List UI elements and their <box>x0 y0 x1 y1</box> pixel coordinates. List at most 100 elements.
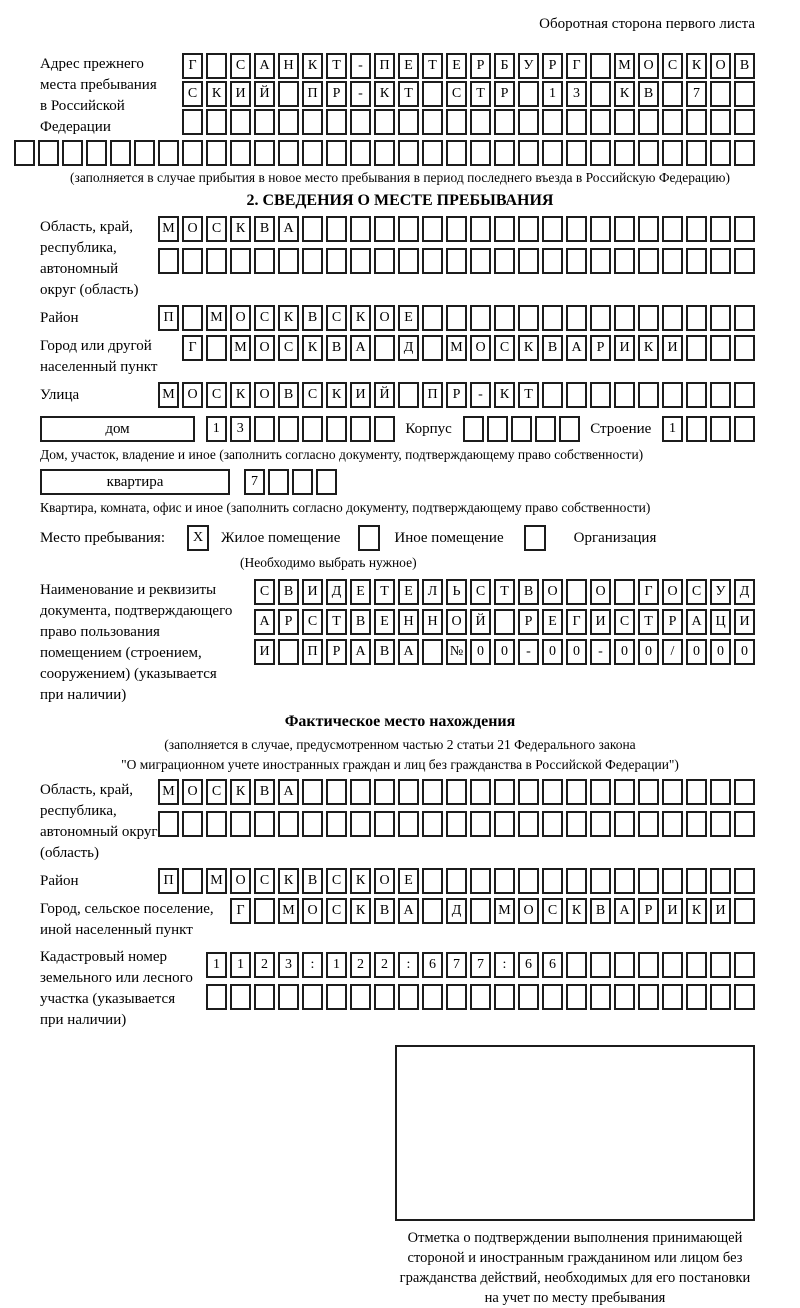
char-cell[interactable]: 1 <box>542 81 563 107</box>
char-cell[interactable] <box>614 109 635 135</box>
char-cell[interactable]: Л <box>422 579 443 605</box>
char-cell[interactable] <box>518 984 539 1010</box>
char-cell[interactable] <box>638 868 659 894</box>
char-cell[interactable] <box>422 248 443 274</box>
char-cell[interactable] <box>590 140 611 166</box>
char-cell[interactable] <box>662 216 683 242</box>
char-cell[interactable] <box>230 109 251 135</box>
char-cell[interactable] <box>470 868 491 894</box>
char-cell[interactable] <box>710 984 731 1010</box>
char-cell[interactable] <box>374 779 395 805</box>
char-cell[interactable]: С <box>326 305 347 331</box>
char-cell[interactable] <box>422 868 443 894</box>
char-cell[interactable]: - <box>518 639 539 665</box>
char-cell[interactable] <box>542 382 563 408</box>
char-cell[interactable] <box>638 305 659 331</box>
char-cell[interactable] <box>566 579 587 605</box>
char-cell[interactable]: У <box>710 579 731 605</box>
char-cell[interactable] <box>350 248 371 274</box>
char-cell[interactable]: К <box>566 898 587 924</box>
char-cell[interactable] <box>590 952 611 978</box>
char-cell[interactable] <box>662 811 683 837</box>
char-cell[interactable] <box>374 109 395 135</box>
char-cell[interactable]: Р <box>494 81 515 107</box>
char-cell[interactable] <box>638 109 659 135</box>
char-cell[interactable] <box>662 140 683 166</box>
char-cell[interactable]: М <box>614 53 635 79</box>
char-cell[interactable] <box>182 140 203 166</box>
char-cell[interactable]: Т <box>422 53 443 79</box>
char-cell[interactable] <box>302 248 323 274</box>
char-cell[interactable] <box>518 81 539 107</box>
char-cell[interactable]: А <box>254 53 275 79</box>
char-cell[interactable]: Р <box>542 53 563 79</box>
char-cell[interactable]: С <box>326 898 347 924</box>
char-cell[interactable] <box>278 81 299 107</box>
char-cell[interactable]: И <box>230 81 251 107</box>
char-cell[interactable] <box>182 248 203 274</box>
char-cell[interactable] <box>302 984 323 1010</box>
char-cell[interactable] <box>470 109 491 135</box>
char-cell[interactable]: П <box>374 53 395 79</box>
char-cell[interactable] <box>566 109 587 135</box>
char-cell[interactable]: М <box>230 335 251 361</box>
char-cell[interactable] <box>302 140 323 166</box>
char-cell[interactable]: П <box>302 81 323 107</box>
char-cell[interactable]: О <box>182 216 203 242</box>
char-cell[interactable]: 1 <box>326 952 347 978</box>
char-cell[interactable]: К <box>230 216 251 242</box>
char-cell[interactable]: 1 <box>206 952 227 978</box>
char-cell[interactable] <box>206 140 227 166</box>
char-cell[interactable]: / <box>662 639 683 665</box>
char-cell[interactable] <box>734 984 755 1010</box>
char-cell[interactable] <box>470 140 491 166</box>
char-cell[interactable] <box>662 984 683 1010</box>
char-cell[interactable] <box>278 811 299 837</box>
char-cell[interactable] <box>518 868 539 894</box>
char-cell[interactable] <box>230 248 251 274</box>
char-cell[interactable]: Ц <box>710 609 731 635</box>
char-cell[interactable] <box>734 952 755 978</box>
char-cell[interactable] <box>566 140 587 166</box>
char-cell[interactable] <box>316 469 337 495</box>
char-cell[interactable] <box>662 779 683 805</box>
char-cell[interactable] <box>590 248 611 274</box>
char-cell[interactable] <box>254 248 275 274</box>
char-cell[interactable]: Г <box>566 53 587 79</box>
char-cell[interactable] <box>398 248 419 274</box>
char-cell[interactable]: К <box>278 868 299 894</box>
char-cell[interactable] <box>110 140 131 166</box>
char-cell[interactable]: О <box>182 382 203 408</box>
char-cell[interactable] <box>710 109 731 135</box>
checkbox-residential[interactable]: X <box>187 525 209 551</box>
char-cell[interactable] <box>374 140 395 166</box>
char-cell[interactable]: 0 <box>542 639 563 665</box>
char-cell[interactable] <box>686 248 707 274</box>
char-cell[interactable] <box>734 868 755 894</box>
char-cell[interactable] <box>686 382 707 408</box>
char-cell[interactable]: 7 <box>446 952 467 978</box>
char-cell[interactable] <box>614 248 635 274</box>
char-cell[interactable]: 6 <box>542 952 563 978</box>
char-cell[interactable] <box>566 779 587 805</box>
char-cell[interactable]: О <box>254 382 275 408</box>
char-cell[interactable]: С <box>662 53 683 79</box>
char-cell[interactable]: О <box>662 579 683 605</box>
char-cell[interactable]: Г <box>638 579 659 605</box>
char-cell[interactable]: 3 <box>229 416 251 442</box>
char-cell[interactable] <box>254 984 275 1010</box>
char-cell[interactable]: Й <box>374 382 395 408</box>
char-cell[interactable] <box>422 216 443 242</box>
char-cell[interactable]: С <box>302 382 323 408</box>
char-cell[interactable] <box>710 216 731 242</box>
char-cell[interactable]: Р <box>326 639 347 665</box>
char-cell[interactable]: Т <box>494 579 515 605</box>
char-cell[interactable] <box>470 248 491 274</box>
char-cell[interactable]: О <box>230 868 251 894</box>
char-cell[interactable]: О <box>374 868 395 894</box>
char-cell[interactable]: М <box>206 305 227 331</box>
char-cell[interactable] <box>518 811 539 837</box>
char-cell[interactable] <box>398 811 419 837</box>
char-cell[interactable]: С <box>278 335 299 361</box>
char-cell[interactable] <box>542 779 563 805</box>
